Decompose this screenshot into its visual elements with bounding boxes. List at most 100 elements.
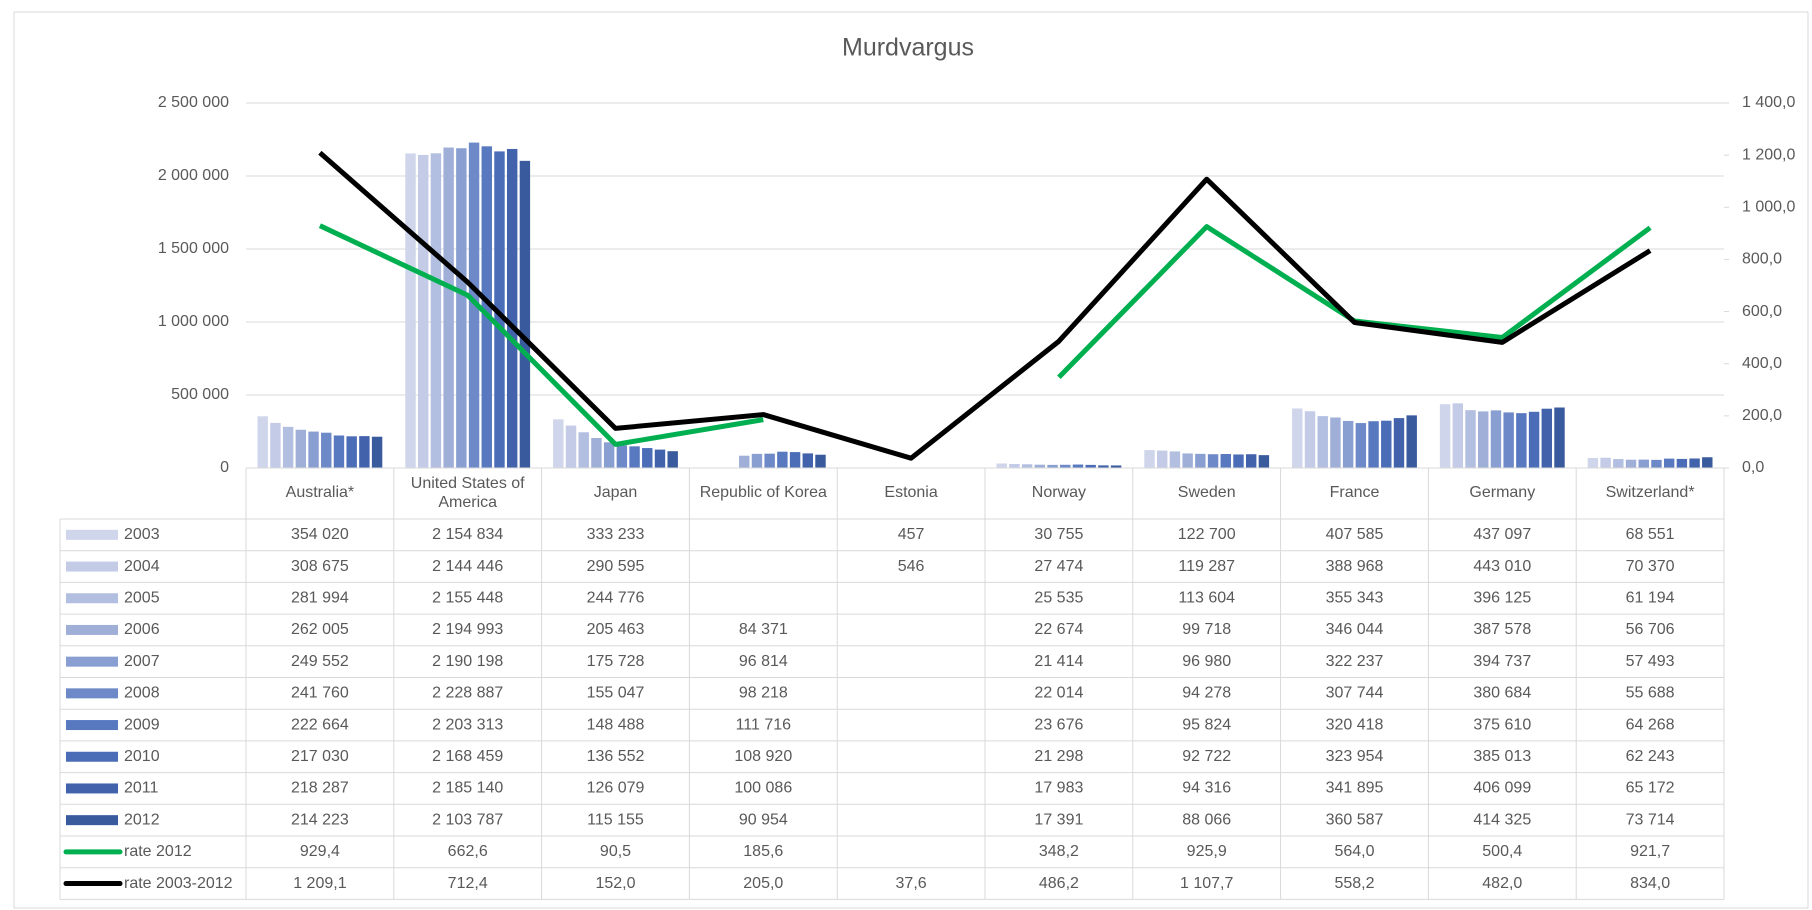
table-value: 22 674 [1034,621,1083,638]
table-value: 70 370 [1626,558,1675,575]
bar [1195,453,1206,468]
category-cell: Switzerland* [1606,484,1695,501]
table-value: 2 190 198 [432,653,503,670]
table-value: 320 418 [1326,716,1384,733]
bar [371,436,383,468]
table-value: 380 684 [1473,685,1531,702]
category-cell: United States of America [410,475,525,511]
table-value: 73 714 [1626,811,1675,828]
table-value: 30 755 [1034,526,1083,543]
table-value: 122 700 [1178,526,1236,543]
bar [321,432,332,468]
bar [1330,417,1341,468]
y2-tick-label: 0,0 [1742,459,1764,476]
bar [1292,408,1303,468]
table-value: 21 298 [1034,748,1083,765]
table-value: 65 172 [1626,780,1675,797]
table-value: 564,0 [1334,843,1374,860]
category-cell: Estonia [884,484,938,502]
table-value: 925,9 [1187,843,1227,860]
table-value: 23 676 [1034,716,1083,733]
table-value: 241 760 [291,685,349,702]
bar [1516,413,1527,468]
table-value: 457 [898,526,925,543]
table-value: 2 228 887 [432,685,503,702]
x-tick-label: United States of America [410,475,525,511]
table-value: 56 706 [1626,621,1675,638]
y2-tick-label: 200,0 [1742,407,1782,424]
table-value: 486,2 [1039,875,1079,892]
bar [1072,464,1084,468]
x-tick-label: Sweden [1177,484,1236,502]
legend-label: 2006 [124,621,160,638]
bar [629,446,640,468]
bar [1663,458,1675,468]
bar [1490,410,1502,468]
table-value: 90 954 [739,811,788,828]
category-cell: Germany [1469,484,1536,502]
table-value: 22 014 [1034,685,1083,702]
y2-tick-label: 1 200,0 [1742,146,1795,163]
x-tick-label: Estonia [884,484,938,502]
table-value: 214 223 [291,811,349,828]
table-value: 249 552 [291,653,349,670]
table-value: 92 722 [1182,748,1231,765]
bar [359,436,370,468]
bar [751,453,763,468]
table-value: 152,0 [595,875,635,892]
bar [1689,458,1700,468]
bar [1651,459,1662,468]
table-value: 407 585 [1326,526,1384,543]
bar [654,449,666,468]
table-value: 113 604 [1178,589,1235,606]
chart-title: Murdvargus [842,34,974,62]
table-value: 94 278 [1182,685,1231,702]
table-value: 2 155 448 [432,589,503,606]
category-cell: Republic of Korea [699,484,827,502]
bar [1233,454,1244,468]
table-value: 21 414 [1034,653,1083,670]
bar [578,432,589,468]
x-tick-label: France [1329,484,1380,502]
legend-swatch [66,529,118,540]
bar [616,445,628,468]
bar [282,426,294,468]
bar [1085,464,1096,468]
bar [468,142,480,468]
table-value: 96 980 [1182,653,1231,670]
table-value: 96 814 [739,653,788,670]
table-value: 55 688 [1626,685,1675,702]
table-value: 2 194 993 [432,621,503,638]
table-value: 119 287 [1178,558,1235,575]
x-tick-label: Republic of Korea [699,484,827,502]
y2-tick-label: 800,0 [1742,251,1782,268]
bar [1587,457,1599,468]
bar [443,147,454,469]
legend-label: 2010 [124,748,160,765]
line [318,150,1652,461]
table-value: 136 552 [587,748,645,765]
table-value: 500,4 [1482,843,1522,860]
table-value: 308 675 [291,558,349,575]
table-value: 99 718 [1182,621,1231,638]
table-value: 27 474 [1034,558,1083,575]
bar [591,438,602,468]
table-value: 185,6 [743,843,783,860]
bar [295,429,307,468]
bar [481,146,492,469]
table-value: 2 185 140 [432,780,503,797]
y2-tick-label: 1 000,0 [1742,199,1795,216]
table-value: 712,4 [448,875,488,892]
legend-swatch [66,593,118,604]
table-value: 100 086 [734,780,792,797]
x-tick-label: Germany [1469,484,1536,502]
table-value: 354 020 [291,526,349,543]
bar [1439,404,1451,468]
table-value: 387 578 [1473,621,1531,638]
table-value: 217 030 [291,748,349,765]
table-value: 281 994 [291,589,349,606]
table-value: 355 343 [1326,589,1384,606]
bar [777,451,788,468]
table-value: 396 125 [1473,589,1531,606]
